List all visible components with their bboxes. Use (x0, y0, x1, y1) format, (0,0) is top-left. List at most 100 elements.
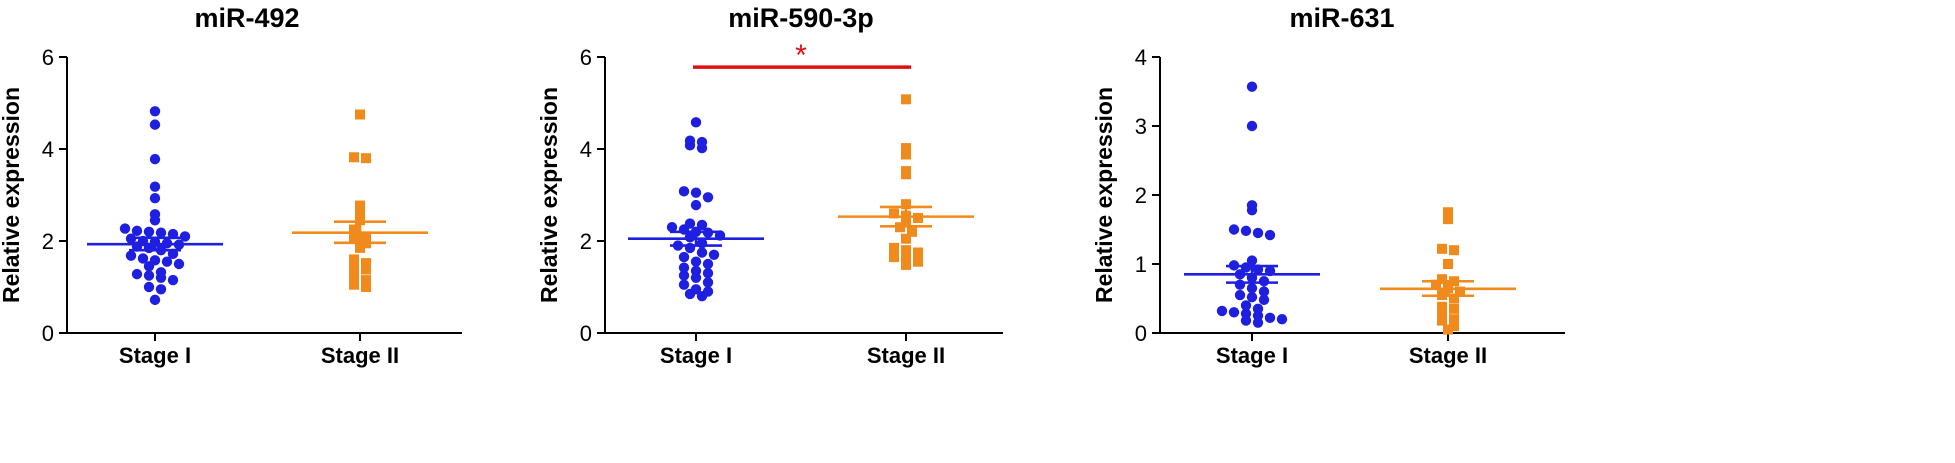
data-point (155, 284, 167, 295)
y-tick-label: 2 (1135, 183, 1147, 208)
data-point (1216, 305, 1228, 317)
data-series (628, 117, 764, 302)
data-point (1437, 310, 1447, 321)
data-point (349, 152, 359, 163)
data-point (349, 233, 359, 244)
chart-panel: miR-492 Relative expression 0 2 4 6 Stage I Sta… (0, 3, 462, 368)
data-point (1264, 229, 1276, 241)
data-point (1246, 255, 1258, 266)
data-point (690, 284, 702, 295)
data-point (696, 136, 708, 148)
data-point (155, 227, 167, 238)
data-point (1246, 291, 1258, 303)
data-series (838, 94, 974, 270)
data-series (292, 109, 428, 292)
data-point (361, 231, 371, 242)
data-point (1258, 294, 1270, 306)
data-point (149, 209, 161, 220)
y-tick-label: 0 (1135, 321, 1147, 346)
data-point (702, 277, 714, 288)
data-point (143, 226, 155, 237)
chart-title: miR-631 (1289, 3, 1394, 33)
y-axis-label: Relative expression (1091, 87, 1117, 303)
data-point (149, 193, 161, 204)
data-point (361, 264, 371, 275)
data-point (1252, 227, 1264, 239)
data-series (1380, 207, 1516, 335)
data-point (131, 268, 143, 280)
data-point (1264, 312, 1276, 324)
data-point (1234, 289, 1246, 301)
y-tick-label: 4 (1135, 45, 1147, 70)
data-point (355, 242, 365, 253)
data-point (901, 259, 911, 270)
data-point (901, 166, 911, 177)
data-point (161, 256, 173, 267)
data-point (889, 208, 899, 219)
data-point (1246, 120, 1258, 132)
data-point (708, 249, 720, 260)
data-point (1449, 245, 1459, 256)
data-point (684, 135, 696, 146)
data-point (1240, 300, 1252, 311)
y-tick-label: 0 (580, 321, 592, 346)
data-point (143, 270, 155, 281)
data-point (913, 256, 923, 267)
x-tick-label: Stage I (119, 343, 191, 368)
data-point (1276, 314, 1288, 325)
data-point (149, 153, 161, 165)
data-point (1240, 225, 1252, 237)
data-point (149, 181, 161, 192)
data-point (702, 258, 714, 270)
y-axis-label: Relative expression (536, 87, 562, 303)
data-point (901, 94, 911, 105)
x-tick-label: Stage II (1409, 343, 1487, 368)
data-point (361, 258, 371, 269)
data-point (678, 186, 690, 197)
data-point (901, 254, 911, 265)
y-tick-label: 3 (1135, 114, 1147, 139)
x-tick-label: Stage II (867, 343, 945, 368)
data-point (666, 222, 678, 233)
data-point (1246, 81, 1258, 92)
data-point (690, 117, 702, 128)
data-point (349, 254, 359, 265)
data-point (173, 258, 185, 270)
data-point (137, 253, 149, 264)
y-tick-label: 2 (580, 229, 592, 254)
data-point (702, 192, 714, 203)
y-tick-label: 0 (42, 321, 54, 346)
data-point (678, 251, 690, 263)
data-point (149, 106, 161, 117)
data-point (131, 225, 143, 237)
chart-title: miR-492 (194, 3, 299, 33)
data-point (349, 261, 359, 272)
x-tick-label: Stage I (1216, 343, 1288, 368)
x-tick-label: Stage I (660, 343, 732, 368)
data-point (702, 286, 714, 297)
data-point (355, 109, 365, 120)
data-point (361, 282, 371, 292)
data-point (901, 199, 911, 210)
data-point (889, 252, 899, 263)
data-point (690, 187, 702, 198)
data-point (684, 242, 696, 254)
data-point (1443, 259, 1453, 269)
data-point (1449, 314, 1459, 325)
data-point (678, 270, 690, 281)
data-point (901, 149, 911, 160)
data-point (1240, 308, 1252, 319)
y-tick-label: 6 (42, 45, 54, 70)
data-point (1258, 286, 1270, 297)
chart-panel: miR-590-3p Relative expression 0 2 4 6 Stage I… (536, 3, 1003, 368)
data-point (355, 200, 365, 211)
data-point (913, 213, 923, 223)
chart-title: miR-590-3p (728, 3, 874, 33)
data-point (1443, 324, 1453, 335)
data-point (702, 268, 714, 279)
data-point (1449, 303, 1459, 314)
data-series (1184, 81, 1320, 328)
data-point (361, 275, 371, 286)
data-point (355, 208, 365, 219)
